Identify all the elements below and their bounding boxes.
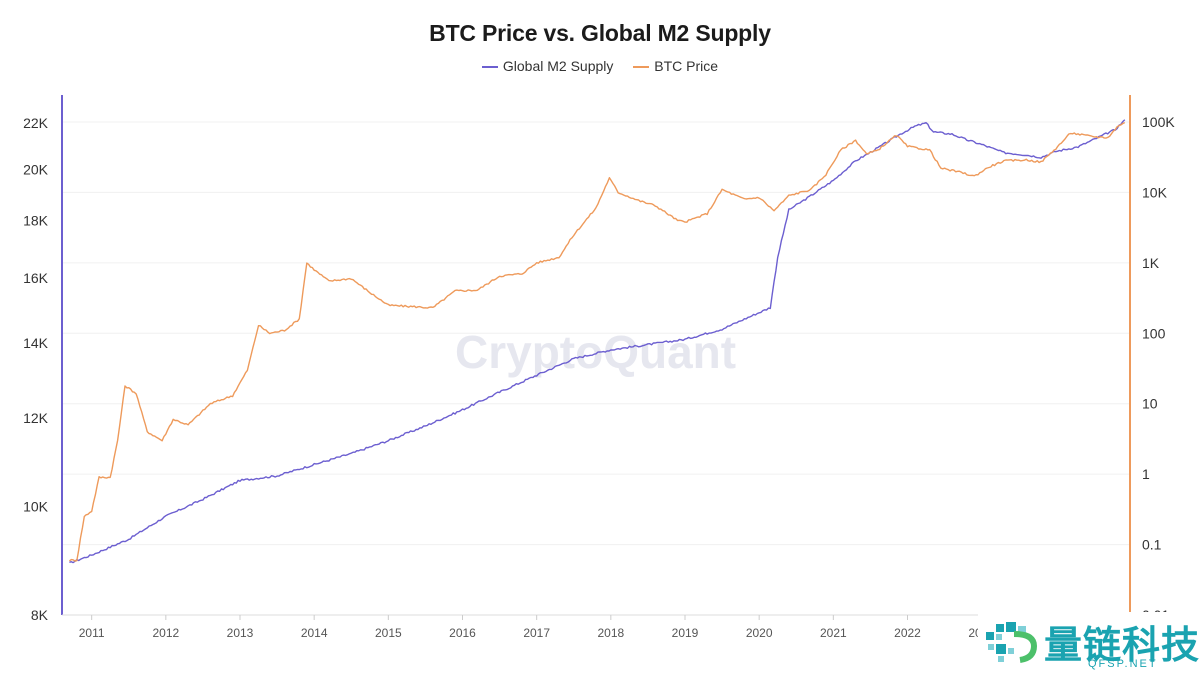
y-left-tick-label: 16K	[23, 270, 49, 286]
x-tick-label: 2012	[152, 626, 179, 640]
chart-title: BTC Price vs. Global M2 Supply	[429, 20, 771, 46]
x-tick-label: 2020	[746, 626, 773, 640]
publisher-logo: 量链科技 QFSP.NET	[978, 612, 1200, 675]
y-left-tick-label: 10K	[23, 498, 49, 514]
tick-layer: 8K10K12K14K16K18K20K22K0.010.11101001K10…	[23, 114, 1175, 640]
x-tick-label: 2013	[227, 626, 254, 640]
x-tick-label: 2018	[597, 626, 624, 640]
logo-mark-icon	[986, 622, 1038, 663]
x-tick-label: 2022	[894, 626, 921, 640]
x-tick-label: 2015	[375, 626, 402, 640]
legend-label-m2: Global M2 Supply	[502, 58, 614, 74]
legend-item-btc[interactable]: BTC Price	[633, 58, 718, 74]
y-right-tick-label: 100K	[1142, 114, 1175, 130]
y-right-tick-label: 1	[1142, 466, 1150, 482]
legend-swatch-btc	[633, 66, 650, 69]
y-left-tick-label: 8K	[31, 607, 49, 623]
x-tick-label: 2017	[523, 626, 550, 640]
y-left-tick-label: 14K	[23, 335, 49, 351]
legend: Global M2 Supply BTC Price	[0, 58, 1200, 74]
x-tick-label: 2016	[449, 626, 476, 640]
y-right-tick-label: 0.1	[1142, 537, 1162, 553]
legend-swatch-m2	[481, 66, 498, 69]
y-right-tick-label: 100	[1142, 325, 1166, 341]
y-left-tick-label: 12K	[23, 410, 49, 426]
x-tick-label: 2014	[301, 626, 328, 640]
y-left-tick-label: 22K	[23, 115, 49, 131]
x-tick-label: 2019	[672, 626, 699, 640]
x-tick-label: 2011	[79, 626, 105, 640]
x-tick-label: 2021	[820, 626, 847, 640]
logo-text: 量链科技	[1044, 623, 1200, 667]
series-line-m2	[69, 119, 1126, 564]
y-left-tick-label: 18K	[23, 213, 49, 229]
legend-item-m2[interactable]: Global M2 Supply	[481, 58, 614, 74]
y-right-tick-label: 10K	[1142, 184, 1168, 200]
grid	[62, 121, 1130, 616]
watermark: CryptoQuant	[455, 326, 737, 378]
y-left-tick-label: 20K	[23, 161, 49, 177]
y-right-tick-label: 1K	[1142, 255, 1160, 271]
axes	[61, 95, 1131, 620]
series-line-btc	[69, 121, 1126, 562]
series-layer	[69, 119, 1126, 564]
legend-label-btc: BTC Price	[654, 58, 719, 74]
y-right-tick-label: 10	[1142, 396, 1158, 412]
logo-site-text: QFSP.NET	[1088, 658, 1158, 670]
